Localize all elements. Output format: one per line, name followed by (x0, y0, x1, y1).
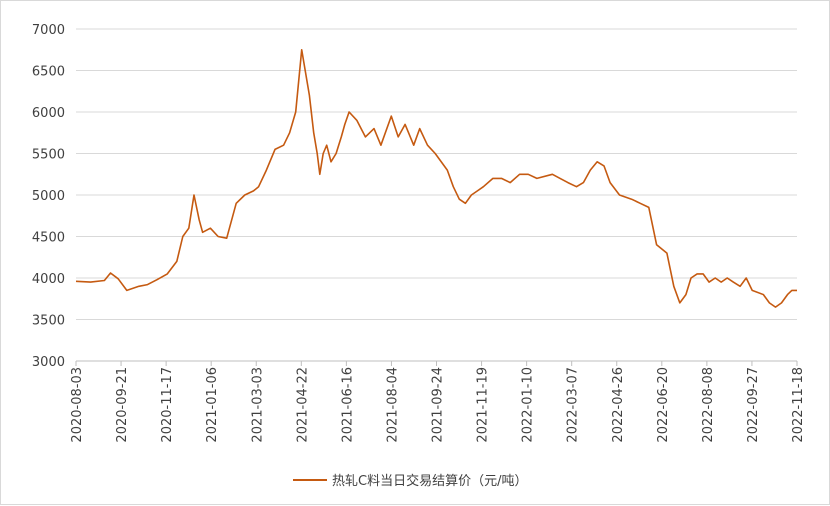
x-tick-label: 2020-09-21 (115, 367, 130, 443)
y-tick-label: 4500 (32, 231, 65, 246)
y-tick-label: 6500 (32, 65, 65, 80)
x-tick-label: 2021-01-06 (205, 367, 220, 443)
x-tick-label: 2021-09-24 (431, 367, 446, 443)
x-tick-label: 2021-06-16 (340, 367, 355, 443)
x-tick-label: 2022-04-26 (611, 367, 626, 443)
y-tick-label: 5500 (32, 148, 65, 163)
x-tick-label: 2021-11-19 (476, 367, 491, 443)
x-tick-label: 2022-11-18 (791, 367, 806, 443)
y-tick-label: 3000 (32, 355, 65, 370)
x-tick-label: 2020-11-17 (160, 367, 175, 443)
x-tick-label: 2022-03-07 (566, 367, 581, 443)
y-tick-label: 5000 (32, 189, 65, 204)
x-tick-label: 2022-09-27 (746, 367, 761, 443)
x-tick-label: 2021-08-04 (385, 367, 400, 443)
gridlines (76, 28, 797, 362)
legend: 热轧C料当日交易结算价（元/吨） (293, 473, 527, 489)
y-tick-label: 7000 (32, 23, 65, 38)
x-tick-label: 2022-08-08 (701, 367, 716, 443)
legend-label: 热轧C料当日交易结算价（元/吨） (332, 473, 527, 489)
x-tick-label: 2022-06-20 (656, 367, 671, 443)
x-tick-label: 2020-08-03 (70, 367, 85, 443)
y-tick-label: 6000 (32, 106, 65, 121)
x-axis-ticks: 2020-08-03 2020-09-21 2020-11-17 2021-01-06… (70, 361, 806, 443)
x-tick-label: 2022-01-10 (521, 367, 536, 443)
y-tick-label: 3500 (32, 314, 65, 329)
x-tick-label: 2021-04-22 (295, 367, 310, 443)
x-tick-label: 2021-03-03 (250, 367, 265, 443)
y-tick-label: 4000 (32, 272, 65, 287)
y-axis-ticks: 3000 3500 4000 4500 5000 5500 6000 6500 7000 (32, 23, 65, 370)
series-line (75, 49, 797, 308)
